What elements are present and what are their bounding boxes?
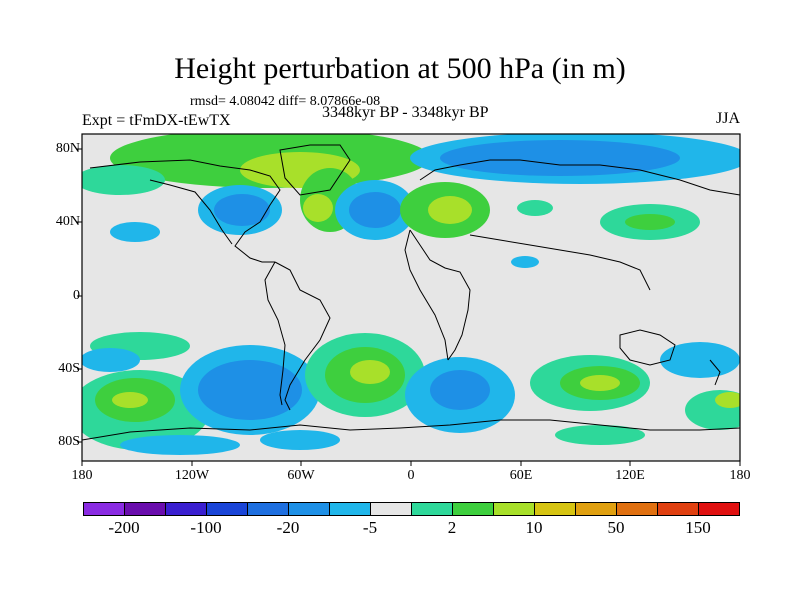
lat-label: 0 [73,288,80,303]
stats-label: rmsd= 4.08042 diff= 8.07866e-08 [190,94,381,109]
colorbar-cell [698,502,740,516]
colorbar-cell [329,502,371,516]
lon-label: 180 [729,468,751,483]
chart-title: Height perturbation at 500 hPa (in m) [174,52,626,85]
lon-label: 60W [287,468,315,483]
colorbar-label: -200 [108,518,140,537]
colorbar-cell [616,502,658,516]
colorbar-cell [657,502,699,516]
colorbar-label: 2 [447,518,457,537]
colorbar-label: 10 [525,518,543,537]
colorbar-cell [370,502,412,516]
lon-label: 180 [71,468,93,483]
lat-label: 40N [55,214,80,229]
colorbar-cell [206,502,248,516]
lon-label: 120W [174,468,210,483]
colorbar-cell [165,502,207,516]
lat-label: 80S [58,434,80,449]
colorbar-label: -20 [276,518,300,537]
colorbar-label: -100 [190,518,222,537]
lon-label: 0 [407,468,415,483]
colorbar-cell [493,502,535,516]
colorbar-label: 50 [607,518,625,537]
lat-label: 80N [55,141,80,156]
colorbar-cell [247,502,289,516]
lat-label: 40S [58,361,80,376]
colorbar-label: 150 [685,518,711,537]
season-label: JJA [716,110,741,127]
lon-label: 60E [509,468,533,483]
lon-label: 120E [615,468,645,483]
colorbar-cell [124,502,166,516]
experiment-label: Expt = tFmDX-tEwTX [82,112,231,129]
colorbar-cell [452,502,494,516]
axis-ticks [77,148,741,466]
colorbar-cell [288,502,330,516]
coastlines [82,144,740,441]
period-label: 3348kyr BP - 3348kyr BP [322,104,489,121]
colorbar-cell [411,502,453,516]
colorbar-cell [83,502,125,516]
colorbar-cell [534,502,576,516]
colorbar-label: -5 [362,518,378,537]
colorbar-cell [575,502,617,516]
